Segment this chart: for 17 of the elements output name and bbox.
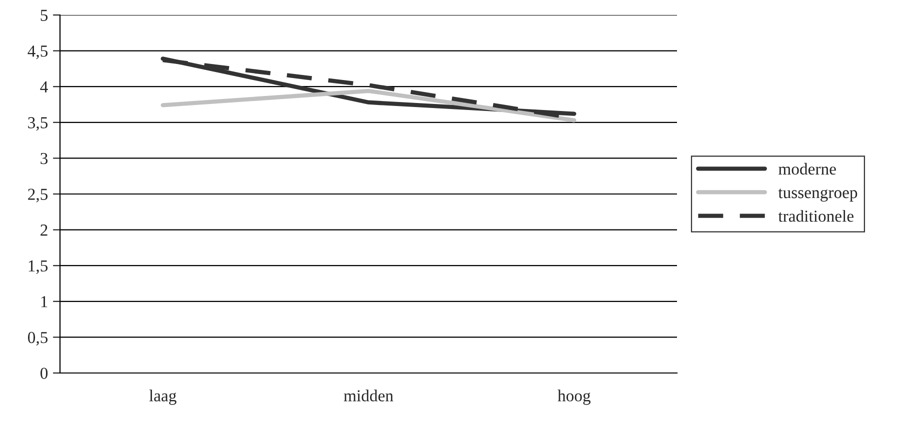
y-tick-label: 3 [40, 152, 48, 164]
y-tick-label: 4,5 [28, 46, 48, 60]
y-tick-label: 5 [40, 10, 48, 21]
legend-label: moderne [778, 162, 836, 175]
x-tick-label: midden [344, 390, 394, 402]
y-tick-label: 2 [40, 224, 48, 236]
y-tick-label: 1,5 [28, 260, 48, 274]
y-tick-label: 1 [41, 296, 48, 308]
y-tick-label: 3,5 [28, 117, 48, 131]
y-tick-label: 4 [40, 81, 48, 92]
y-tick-label: 2,5 [28, 188, 48, 202]
y-tick-label: 0 [40, 368, 48, 379]
x-tick-label: hoog [558, 390, 591, 405]
y-tick-label: 0,5 [28, 332, 48, 346]
x-tick-label: laag [149, 390, 176, 405]
legend-label: traditionele [778, 210, 854, 222]
legend-label: tussengroep [778, 188, 858, 202]
